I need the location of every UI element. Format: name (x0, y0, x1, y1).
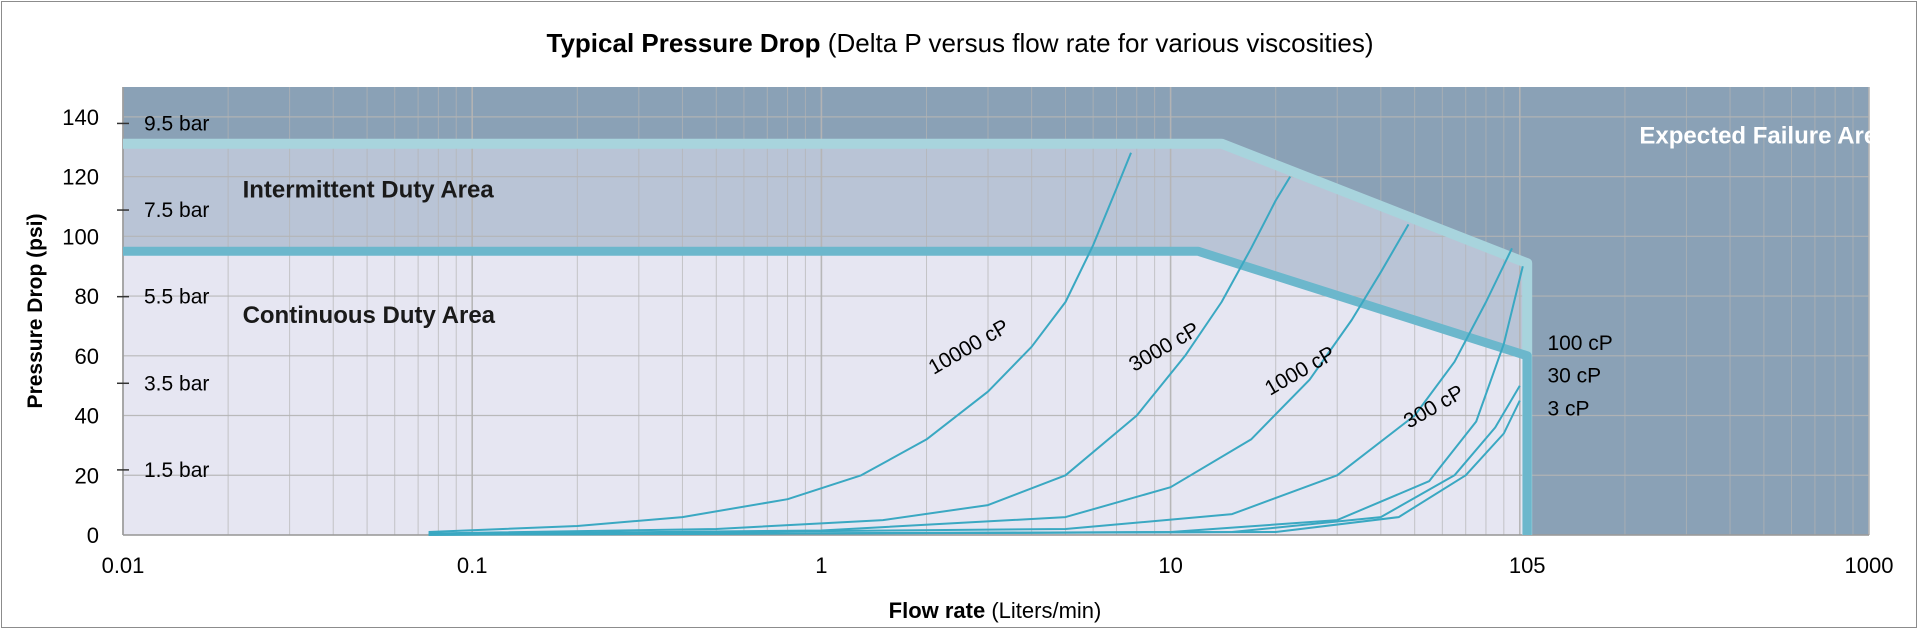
x-tick-label: 10 (1158, 553, 1182, 578)
y-tick-label: 0 (87, 523, 99, 548)
x-axis-tick-labels: 0.01 0.1 1 10 105 1000 (102, 553, 1894, 578)
y-tick-label: 80 (75, 284, 99, 309)
region-labels: Continuous Duty Area Intermittent Duty Ar… (243, 123, 1892, 329)
x-tick-label: 1 (815, 553, 827, 578)
bar-label: 7.5 bar (144, 199, 209, 222)
x-axis-label: Flow rate (Liters/min) (889, 598, 1102, 623)
curve-1000-cp (428, 223, 1410, 536)
curve-label: 30 cP (1547, 365, 1601, 388)
x-tick-label: 1000 (1845, 553, 1894, 578)
gridlines (122, 87, 1870, 536)
y-tick-label: 40 (75, 404, 99, 429)
y-tick-label: 100 (62, 224, 99, 249)
curve-label: 3 cP (1547, 398, 1589, 421)
region-label-expected-failure-area: Expected Failure Area (1639, 123, 1891, 150)
bar-scale-labels: 9.5 bar 7.5 bar 5.5 bar 3.5 bar 1.5 bar (117, 112, 209, 482)
y-axis-label: Pressure Drop (psi) (24, 214, 47, 409)
x-tick-label: 0.01 (102, 553, 145, 578)
x-axis-label-rest: (Liters/min) (985, 598, 1101, 623)
region-label-continuous-duty-area: Continuous Duty Area (243, 302, 496, 329)
chart-title: Typical Pressure Drop (Delta P versus fl… (547, 28, 1374, 58)
curve-3-cp (428, 400, 1521, 536)
x-tick-label: 105 (1509, 553, 1546, 578)
bar-label: 5.5 bar (144, 286, 209, 309)
chart-title-bold: Typical Pressure Drop (547, 28, 821, 58)
curve-label: 100 cP (1547, 332, 1612, 355)
continuous-duty-area (123, 251, 1528, 536)
y-tick-label: 60 (75, 344, 99, 369)
curve-3000-cp (428, 176, 1292, 535)
x-axis-label-bold: Flow rate (889, 598, 986, 623)
region-label-intermittent-duty-area: Intermittent Duty Area (243, 177, 495, 204)
y-tick-label: 20 (75, 463, 99, 488)
bar-label: 9.5 bar (144, 112, 209, 135)
curve-300-cp (428, 247, 1513, 536)
y-axis-ticks: 0 20 40 60 80 100 120 140 (62, 105, 99, 548)
x-tick-label: 0.1 (457, 553, 488, 578)
chart-title-rest: (Delta P versus flow rate for various vi… (821, 28, 1374, 58)
y-tick-label: 140 (62, 105, 99, 130)
y-tick-label: 120 (62, 165, 99, 190)
bar-label: 1.5 bar (144, 459, 209, 482)
curve-10000-cp (428, 152, 1132, 533)
bar-label: 3.5 bar (144, 372, 209, 395)
